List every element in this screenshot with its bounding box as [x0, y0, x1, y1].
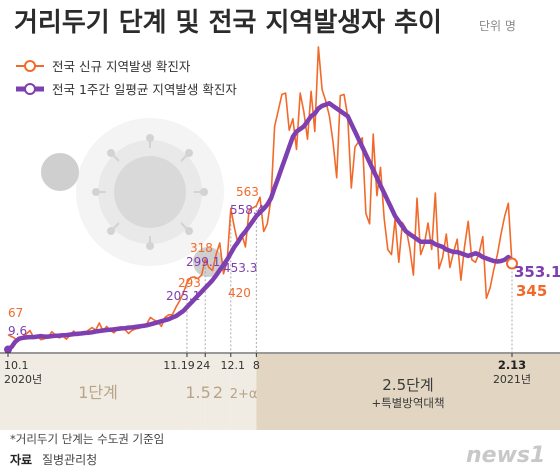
phase-label-4: 2.5단계	[382, 376, 433, 394]
label-weekly-1201: 453.3	[223, 261, 257, 275]
phase-label-1: 1.5	[185, 383, 210, 402]
label-weekly-1124: 299.1	[186, 255, 220, 269]
unit-label: 단위 명	[479, 19, 516, 33]
virus-illustration	[41, 118, 224, 277]
label-weekly-1208: 558.4	[230, 203, 264, 217]
x-tick-label-2: 24	[196, 359, 210, 372]
label-weekly-start: 9.6	[8, 324, 27, 338]
x-tick-label-0: 10.1	[4, 359, 29, 372]
weekly-series-line	[5, 101, 515, 352]
label-weekly-end: 353.1	[514, 263, 560, 281]
daily-series-line	[7, 46, 513, 342]
x-tick-label-1: 11.19	[163, 359, 195, 372]
label-daily-end: 345	[516, 282, 547, 300]
phase-sublabel-4: +특별방역대책	[371, 396, 444, 410]
phase-label-0: 1단계	[78, 383, 118, 402]
label-daily-start: 67	[8, 306, 23, 320]
end-point-marker	[506, 257, 518, 270]
label-daily-1119: 293	[178, 276, 201, 290]
phase-band-4	[256, 354, 560, 430]
legend-weekly: 전국 1주간 일평균 지역발생 확진자	[52, 82, 237, 97]
phase-band-0	[0, 354, 187, 430]
label-daily-1201: 420	[228, 286, 251, 300]
x-tick-label-4: 8	[253, 359, 260, 372]
phase-label-2: 2	[213, 383, 223, 402]
phase-band-2	[205, 354, 231, 430]
phase-band-3	[230, 354, 257, 430]
legend-daily-marker	[24, 60, 36, 72]
legend-daily: 전국 신규 지역발생 확진자	[52, 59, 191, 74]
x-tick-label-3: 12.1	[221, 359, 246, 372]
label-weekly-1119: 205.1	[166, 289, 200, 303]
legend: 전국 신규 지역발생 확진자 전국 1주간 일평균 지역발생 확진자	[16, 59, 237, 97]
x-tick-year-0: 2020년	[4, 373, 42, 386]
footnote: *거리두기 단계는 수도권 기준임	[10, 432, 164, 446]
legend-weekly-marker	[24, 83, 36, 95]
phase-label-3: 2+α	[230, 387, 258, 402]
chart-title: 거리두기 단계 및 전국 지역발생자 추이	[14, 8, 442, 38]
news1-logo: news1	[466, 443, 545, 468]
label-daily-1124: 318	[190, 241, 213, 255]
x-tick-year-5: 2021년	[493, 373, 531, 386]
x-tick-label-5: 2.13	[498, 358, 526, 372]
phase-bands: 1단계 1.5 2 2+α 2.5단계 +특별방역대책	[0, 354, 560, 430]
source-label: 자료	[10, 452, 32, 467]
phase-band-1	[186, 354, 206, 430]
label-daily-1208: 563	[236, 185, 259, 199]
source-value: 질병관리청	[42, 453, 97, 467]
start-point-marker	[4, 345, 12, 354]
logo-text: news1	[466, 443, 545, 468]
guide-lines	[186, 205, 513, 352]
